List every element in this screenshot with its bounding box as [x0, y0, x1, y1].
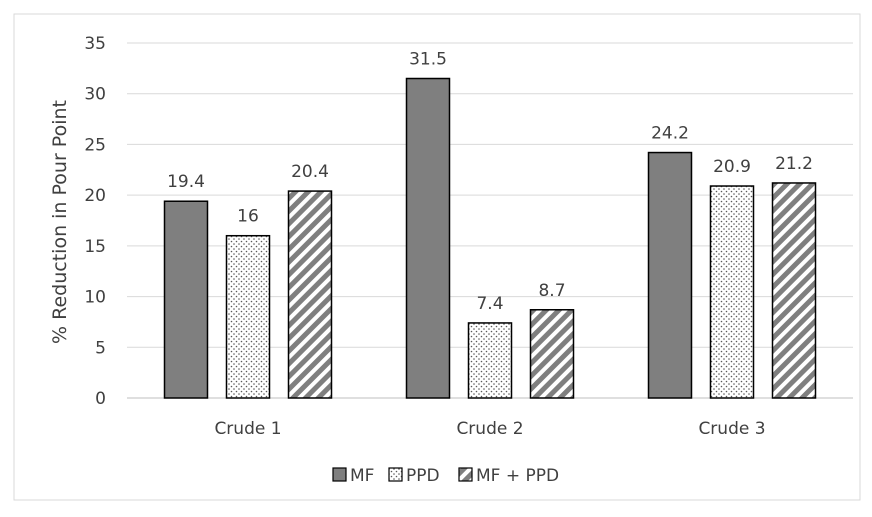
y-axis-title: % Reduction in Pour Point [49, 100, 71, 344]
legend-swatch [458, 467, 473, 482]
y-tick-label: 5 [95, 338, 106, 358]
x-tick-label: Crude 1 [214, 419, 281, 439]
legend-label: PPD [406, 466, 440, 486]
bar [163, 200, 209, 399]
bar [529, 309, 575, 399]
y-tick-label: 25 [84, 135, 106, 155]
legend-swatch [332, 467, 347, 482]
data-label: 7.4 [476, 294, 503, 314]
data-label: 21.2 [775, 154, 813, 174]
data-label: 16 [237, 207, 259, 227]
legend-label: MF [350, 466, 374, 486]
bar [709, 185, 755, 399]
x-tick-label: Crude 3 [698, 419, 765, 439]
data-label: 31.5 [409, 50, 447, 70]
legend-label: MF + PPD [476, 466, 559, 486]
bar [287, 190, 333, 399]
legend-swatch [388, 467, 403, 482]
bar [467, 322, 513, 399]
legend: MF PPD MF + PPD [332, 466, 559, 486]
data-label: 19.4 [167, 172, 205, 192]
y-tick-label: 30 [84, 85, 106, 105]
data-label: 24.2 [651, 124, 689, 144]
bar [647, 151, 693, 399]
data-label: 20.9 [713, 157, 751, 177]
data-label: 8.7 [538, 281, 565, 301]
y-tick-label: 10 [84, 288, 106, 308]
y-tick-label: 20 [84, 186, 106, 206]
bar [405, 77, 451, 399]
y-tick-label: 15 [84, 237, 106, 257]
data-label: 20.4 [291, 162, 329, 182]
bar [225, 234, 271, 399]
y-tick-label: 0 [95, 389, 106, 409]
y-tick-label: 35 [84, 34, 106, 54]
bar [771, 182, 817, 399]
x-tick-label: Crude 2 [456, 419, 523, 439]
